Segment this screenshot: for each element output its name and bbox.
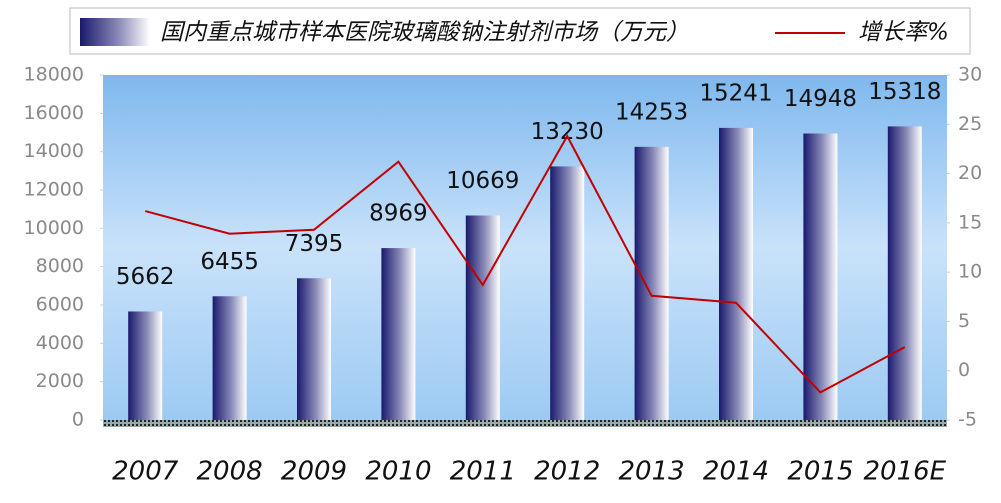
value-label: 14948 xyxy=(784,86,857,112)
value-label: 5662 xyxy=(116,264,175,290)
y2-tick-label: 15 xyxy=(958,211,982,233)
legend-label: 增长率% xyxy=(858,20,949,46)
y-tick-label: 18000 xyxy=(24,64,84,86)
legend-label: 国内重点城市样本医院玻璃酸钠注射剂市场（万元） xyxy=(160,20,689,46)
y-tick-label: 16000 xyxy=(24,102,84,124)
bar xyxy=(803,133,838,420)
y2-tick-label: 5 xyxy=(958,310,970,332)
bar xyxy=(297,278,331,420)
y-tick-label: 0 xyxy=(72,409,84,431)
y-tick-label: 4000 xyxy=(36,332,84,354)
value-label: 15318 xyxy=(868,79,941,105)
x-tick-label: 2013 xyxy=(619,457,685,487)
x-tick-label: 2009 xyxy=(281,457,347,487)
y-tick-label: 10000 xyxy=(24,217,84,239)
bar xyxy=(465,215,500,420)
y2-tick-label: 0 xyxy=(958,359,970,381)
value-label: 8969 xyxy=(369,201,428,227)
x-tick-label: 2015 xyxy=(787,457,853,487)
y-tick-label: 8000 xyxy=(36,255,84,277)
y2-tick-label: 20 xyxy=(958,162,982,184)
value-label: 15241 xyxy=(699,80,772,106)
bar xyxy=(719,127,753,421)
bar xyxy=(212,296,247,420)
y2-tick-label: 30 xyxy=(958,64,982,86)
value-label: 14253 xyxy=(615,99,688,125)
value-label: 13230 xyxy=(531,119,604,145)
x-tick-label: 2014 xyxy=(703,457,769,487)
y-tick-label: 12000 xyxy=(24,179,84,201)
legend-swatch xyxy=(80,18,150,46)
x-tick-label: 2011 xyxy=(450,457,516,487)
x-tick-label: 2008 xyxy=(197,457,263,487)
bar xyxy=(550,166,585,420)
bar xyxy=(634,146,669,420)
baseline xyxy=(103,420,947,427)
y2-tick-label: 25 xyxy=(958,113,982,135)
value-label: 7395 xyxy=(285,231,344,257)
legend-box xyxy=(69,7,971,55)
bar xyxy=(887,126,922,420)
bar xyxy=(128,311,163,420)
x-tick-label: 2012 xyxy=(534,457,600,487)
line xyxy=(144,134,906,394)
y-tick-label: 6000 xyxy=(36,294,84,316)
y2-tick-label: 10 xyxy=(958,261,982,283)
x-tick-label: 2010 xyxy=(365,457,431,487)
value-label: 6455 xyxy=(200,249,259,275)
value-label: 10669 xyxy=(446,168,519,194)
y-tick-label: 14000 xyxy=(24,140,84,162)
y-tick-label: 2000 xyxy=(36,370,84,392)
bar xyxy=(381,248,416,420)
x-tick-label: 2016E xyxy=(863,457,946,487)
x-tick-label: 2007 xyxy=(112,457,179,487)
y2-tick-label: -5 xyxy=(958,409,977,431)
